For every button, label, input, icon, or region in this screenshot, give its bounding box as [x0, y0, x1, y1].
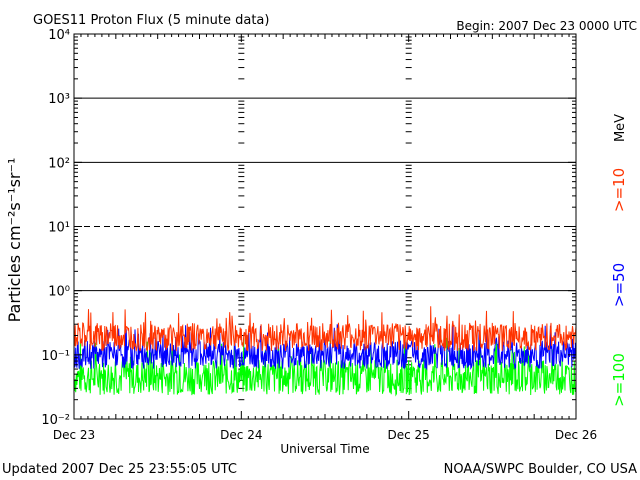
units-label: MeV [613, 114, 628, 142]
x-tick-label-2: Dec 25 [388, 428, 430, 442]
x-tick-label-1: Dec 24 [220, 428, 262, 442]
y-tick-label-2: 10⁰ [48, 285, 70, 300]
y-tick-label-0: 10⁻² [41, 413, 70, 428]
y-axis-ticks: 10⁻² 10⁻¹ 10⁰ 10¹ 10² 10³ 10⁴ [41, 28, 576, 428]
updated-label: Updated 2007 Dec 25 23:55:05 UTC [2, 462, 237, 477]
series-line-2 [73, 337, 577, 397]
y-tick-label-6: 10⁴ [48, 28, 70, 43]
y-tick-label-5: 10³ [48, 92, 70, 107]
y-tick-label-3: 10¹ [48, 221, 70, 236]
legend-entry-1: >=50 [610, 263, 628, 307]
y-tick-label-4: 10² [48, 156, 70, 171]
x-axis-ticks: Dec 23 Dec 24 Dec 25 Dec 26 [53, 34, 597, 442]
series-layer [73, 306, 577, 397]
legend-entry-0: >=10 [610, 168, 628, 212]
x-axis-label: Universal Time [280, 442, 369, 456]
x-tick-label-0: Dec 23 [53, 428, 95, 442]
y-axis-label: Particles cm⁻²s⁻¹sr⁻¹ [5, 158, 24, 323]
begin-label: Begin: 2007 Dec 23 0000 UTC [456, 19, 637, 33]
series-line-1 [73, 324, 577, 371]
x-tick-label-3: Dec 26 [555, 428, 597, 442]
legend-entry-2: >=100 [610, 353, 628, 407]
y-tick-label-1: 10⁻¹ [41, 349, 70, 364]
chart-title: GOES11 Proton Flux (5 minute data) [33, 13, 269, 28]
series-line-0 [73, 306, 577, 352]
legend: >=10 >=50 >=100 MeV [610, 114, 628, 407]
credit-label: NOAA/SWPC Boulder, CO USA [444, 462, 637, 477]
